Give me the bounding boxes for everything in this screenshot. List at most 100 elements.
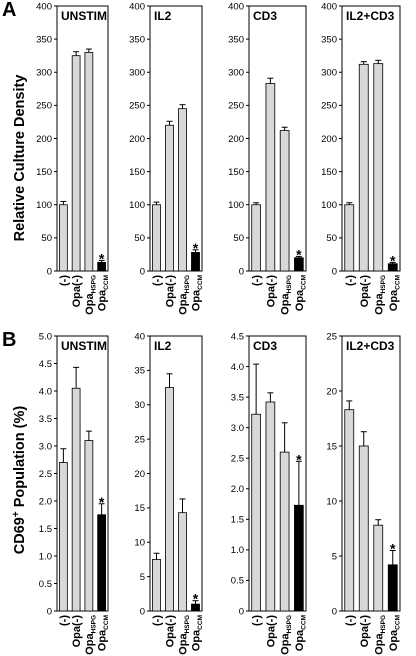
chart-2: CD3 0 50 100 150 200 250 300 350 400 (-) Opa(-) OpaH…	[228, 1, 307, 315]
y-tick-label: 20	[326, 386, 337, 397]
category-label: OpaCCM	[191, 615, 205, 651]
y-tick-label: 0	[47, 606, 52, 617]
chart-7: IL2+CD3 0 5 10 15 20 25 (-) Opa(-) OpaHSPG * OpaCCM	[326, 331, 401, 655]
bar	[265, 401, 276, 612]
category-label: Opa(-)	[71, 275, 83, 308]
bar	[178, 108, 187, 272]
y-tick-label: 30	[134, 400, 145, 411]
y-tick-label: 50	[233, 233, 244, 244]
chart-1: IL2 0 50 100 150 200 250 300 350 400 (-) Opa(-) OpaH…	[129, 1, 204, 315]
category-label: OpaHSPG	[280, 275, 294, 315]
y-tick-label: 200	[228, 134, 244, 145]
bar	[373, 63, 384, 272]
y-tick-label: 40	[134, 331, 145, 342]
y-tick-label: 200	[129, 134, 145, 145]
chart-title: CD3	[253, 339, 277, 353]
plot-frame	[341, 335, 401, 612]
y-tick-label: 400	[228, 1, 244, 12]
y-tick-label: 0	[332, 266, 337, 277]
y-tick-label: 100	[228, 200, 244, 211]
significance-star: *	[99, 494, 105, 510]
y-tick-label: 0	[47, 266, 52, 277]
y-tick-label: 0	[239, 606, 244, 617]
y-tick-label: 300	[228, 68, 244, 79]
y-tick-label: 35	[134, 366, 145, 377]
y-tick-label: 0	[239, 266, 244, 277]
y-tick-label: 2.5	[39, 469, 52, 480]
category-label: Opa(-)	[265, 615, 277, 648]
category-label: Opa(-)	[359, 275, 371, 308]
bar	[71, 55, 81, 272]
y-tick-label: 1.5	[39, 524, 52, 535]
significance-star: *	[390, 541, 396, 557]
category-label: OpaHSPG	[178, 275, 192, 315]
bar	[71, 387, 81, 612]
y-tick-label: 2.0	[39, 496, 52, 507]
chart-title: UNSTIM	[61, 339, 107, 353]
bar	[165, 387, 174, 612]
bar	[387, 564, 398, 612]
y-tick-label: 250	[36, 101, 52, 112]
bar	[373, 524, 384, 612]
significance-star: *	[390, 252, 396, 268]
y-tick-label: 250	[228, 101, 244, 112]
category-label: (-)	[344, 615, 356, 626]
y-tick-label: 0	[140, 266, 145, 277]
bar	[152, 559, 161, 612]
y-tick-label: 400	[321, 1, 337, 12]
y-tick-label: 100	[36, 200, 52, 211]
category-label: (-)	[251, 275, 263, 286]
y-tick-label: 3.0	[231, 423, 244, 434]
y-tick-label: 150	[228, 167, 244, 178]
y-tick-label: 150	[129, 167, 145, 178]
row-b-ylabel: CD69+ Population (%)	[11, 406, 28, 555]
y-tick-label: 0.5	[39, 579, 52, 590]
y-tick-label: 25	[134, 434, 145, 445]
y-tick-label: 10	[134, 538, 145, 549]
row-b-ylabel-rest: Population (%)	[12, 406, 28, 512]
category-label: Opa(-)	[165, 615, 177, 648]
bar	[59, 462, 68, 612]
chart-3: IL2+CD3 0 50 100 150 200 250 300 350 400 (-) Opa(-)…	[321, 1, 401, 315]
category-label: OpaCCM	[191, 275, 205, 311]
category-label: Opa(-)	[265, 275, 277, 308]
row-a-ylabel: Relative Culture Density	[12, 75, 28, 242]
bar	[165, 124, 174, 272]
significance-star: *	[193, 240, 199, 256]
y-tick-label: 5	[140, 572, 145, 583]
y-tick-label: 0	[140, 606, 145, 617]
category-label: OpaHSPG	[178, 615, 192, 655]
bar	[97, 514, 106, 612]
bar	[279, 130, 290, 272]
y-tick-label: 50	[41, 233, 52, 244]
category-label: OpaCCM	[97, 615, 111, 651]
bar	[279, 451, 290, 612]
y-tick-label: 25	[326, 331, 337, 342]
y-tick-label: 50	[134, 233, 145, 244]
y-tick-label: 15	[134, 503, 145, 514]
bar	[344, 204, 355, 272]
y-tick-label: 150	[36, 167, 52, 178]
category-label: (-)	[58, 615, 70, 626]
plot-frame	[248, 335, 307, 612]
bar	[358, 63, 369, 272]
y-tick-label: 250	[321, 101, 337, 112]
y-tick-label: 1.0	[231, 545, 244, 556]
category-label: OpaHSPG	[84, 615, 98, 655]
y-tick-label: 300	[321, 68, 337, 79]
category-label: (-)	[152, 275, 164, 286]
y-tick-label: 100	[129, 200, 145, 211]
category-label: OpaHSPG	[373, 275, 387, 315]
category-label: OpaCCM	[294, 615, 308, 651]
y-tick-label: 4.0	[39, 386, 52, 397]
y-tick-label: 4.5	[231, 331, 244, 342]
significance-star: *	[296, 451, 302, 467]
bar	[84, 440, 94, 612]
panel-letter-b: B	[2, 329, 16, 351]
chart-title: IL2+CD3	[346, 9, 395, 23]
chart-title: UNSTIM	[61, 9, 107, 23]
y-tick-label: 20	[134, 469, 145, 480]
y-tick-label: 200	[36, 134, 52, 145]
